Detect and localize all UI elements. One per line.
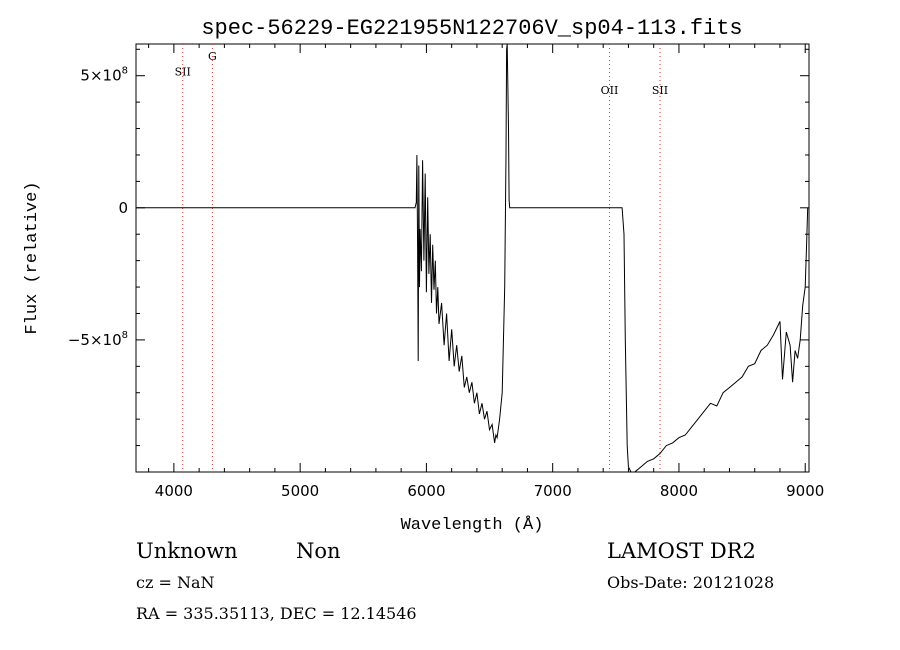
y-tick-exponent-2: 8 <box>122 330 128 341</box>
x-axis-label: Wavelength (Å) <box>401 516 544 535</box>
x-tick-label-5: 9000 <box>786 482 824 500</box>
spectral-line-markers: SII G OII SII <box>175 44 668 472</box>
redshift-text: cz = NaN <box>136 573 215 592</box>
obs-date-text: Obs-Date: 20121028 <box>607 573 775 592</box>
plot-frame <box>135 43 810 473</box>
x-tick-label-2: 6000 <box>407 482 445 500</box>
line-label-0: SII <box>175 66 191 79</box>
y-tick-exponent-0: 8 <box>122 66 128 77</box>
spectrum-series-line <box>136 43 809 473</box>
y-tick-mantissa-0: 5×10 <box>80 67 121 85</box>
coordinates-text: RA = 335.35113, DEC = 12.14546 <box>136 604 417 623</box>
line-label-3: SII <box>652 84 668 97</box>
chart-title: spec-56229-EG221955N122706V_sp04-113.fit… <box>201 16 742 41</box>
y-tick-label-2: −5×108 <box>68 330 128 349</box>
y-tick-label-0: 5×108 <box>80 66 128 85</box>
y-axis-label: Flux (relative) <box>23 181 42 334</box>
line-label-1: G <box>208 50 217 63</box>
x-axis-ticks: 4000 5000 6000 7000 8000 9000 <box>148 44 824 500</box>
y-tick-mantissa-2: −5×10 <box>68 331 122 349</box>
x-tick-label-0: 4000 <box>155 482 193 500</box>
y-tick-mantissa-1: 0 <box>118 199 128 217</box>
subclass-label: Non <box>296 539 341 563</box>
survey-label: LAMOST DR2 <box>607 539 756 563</box>
line-label-2: OII <box>601 84 619 97</box>
x-tick-label-4: 8000 <box>660 482 698 500</box>
y-tick-label-1: 0 <box>118 199 128 217</box>
class-label: Unknown <box>136 539 238 563</box>
x-tick-label-3: 7000 <box>534 482 572 500</box>
x-tick-label-1: 5000 <box>281 482 319 500</box>
